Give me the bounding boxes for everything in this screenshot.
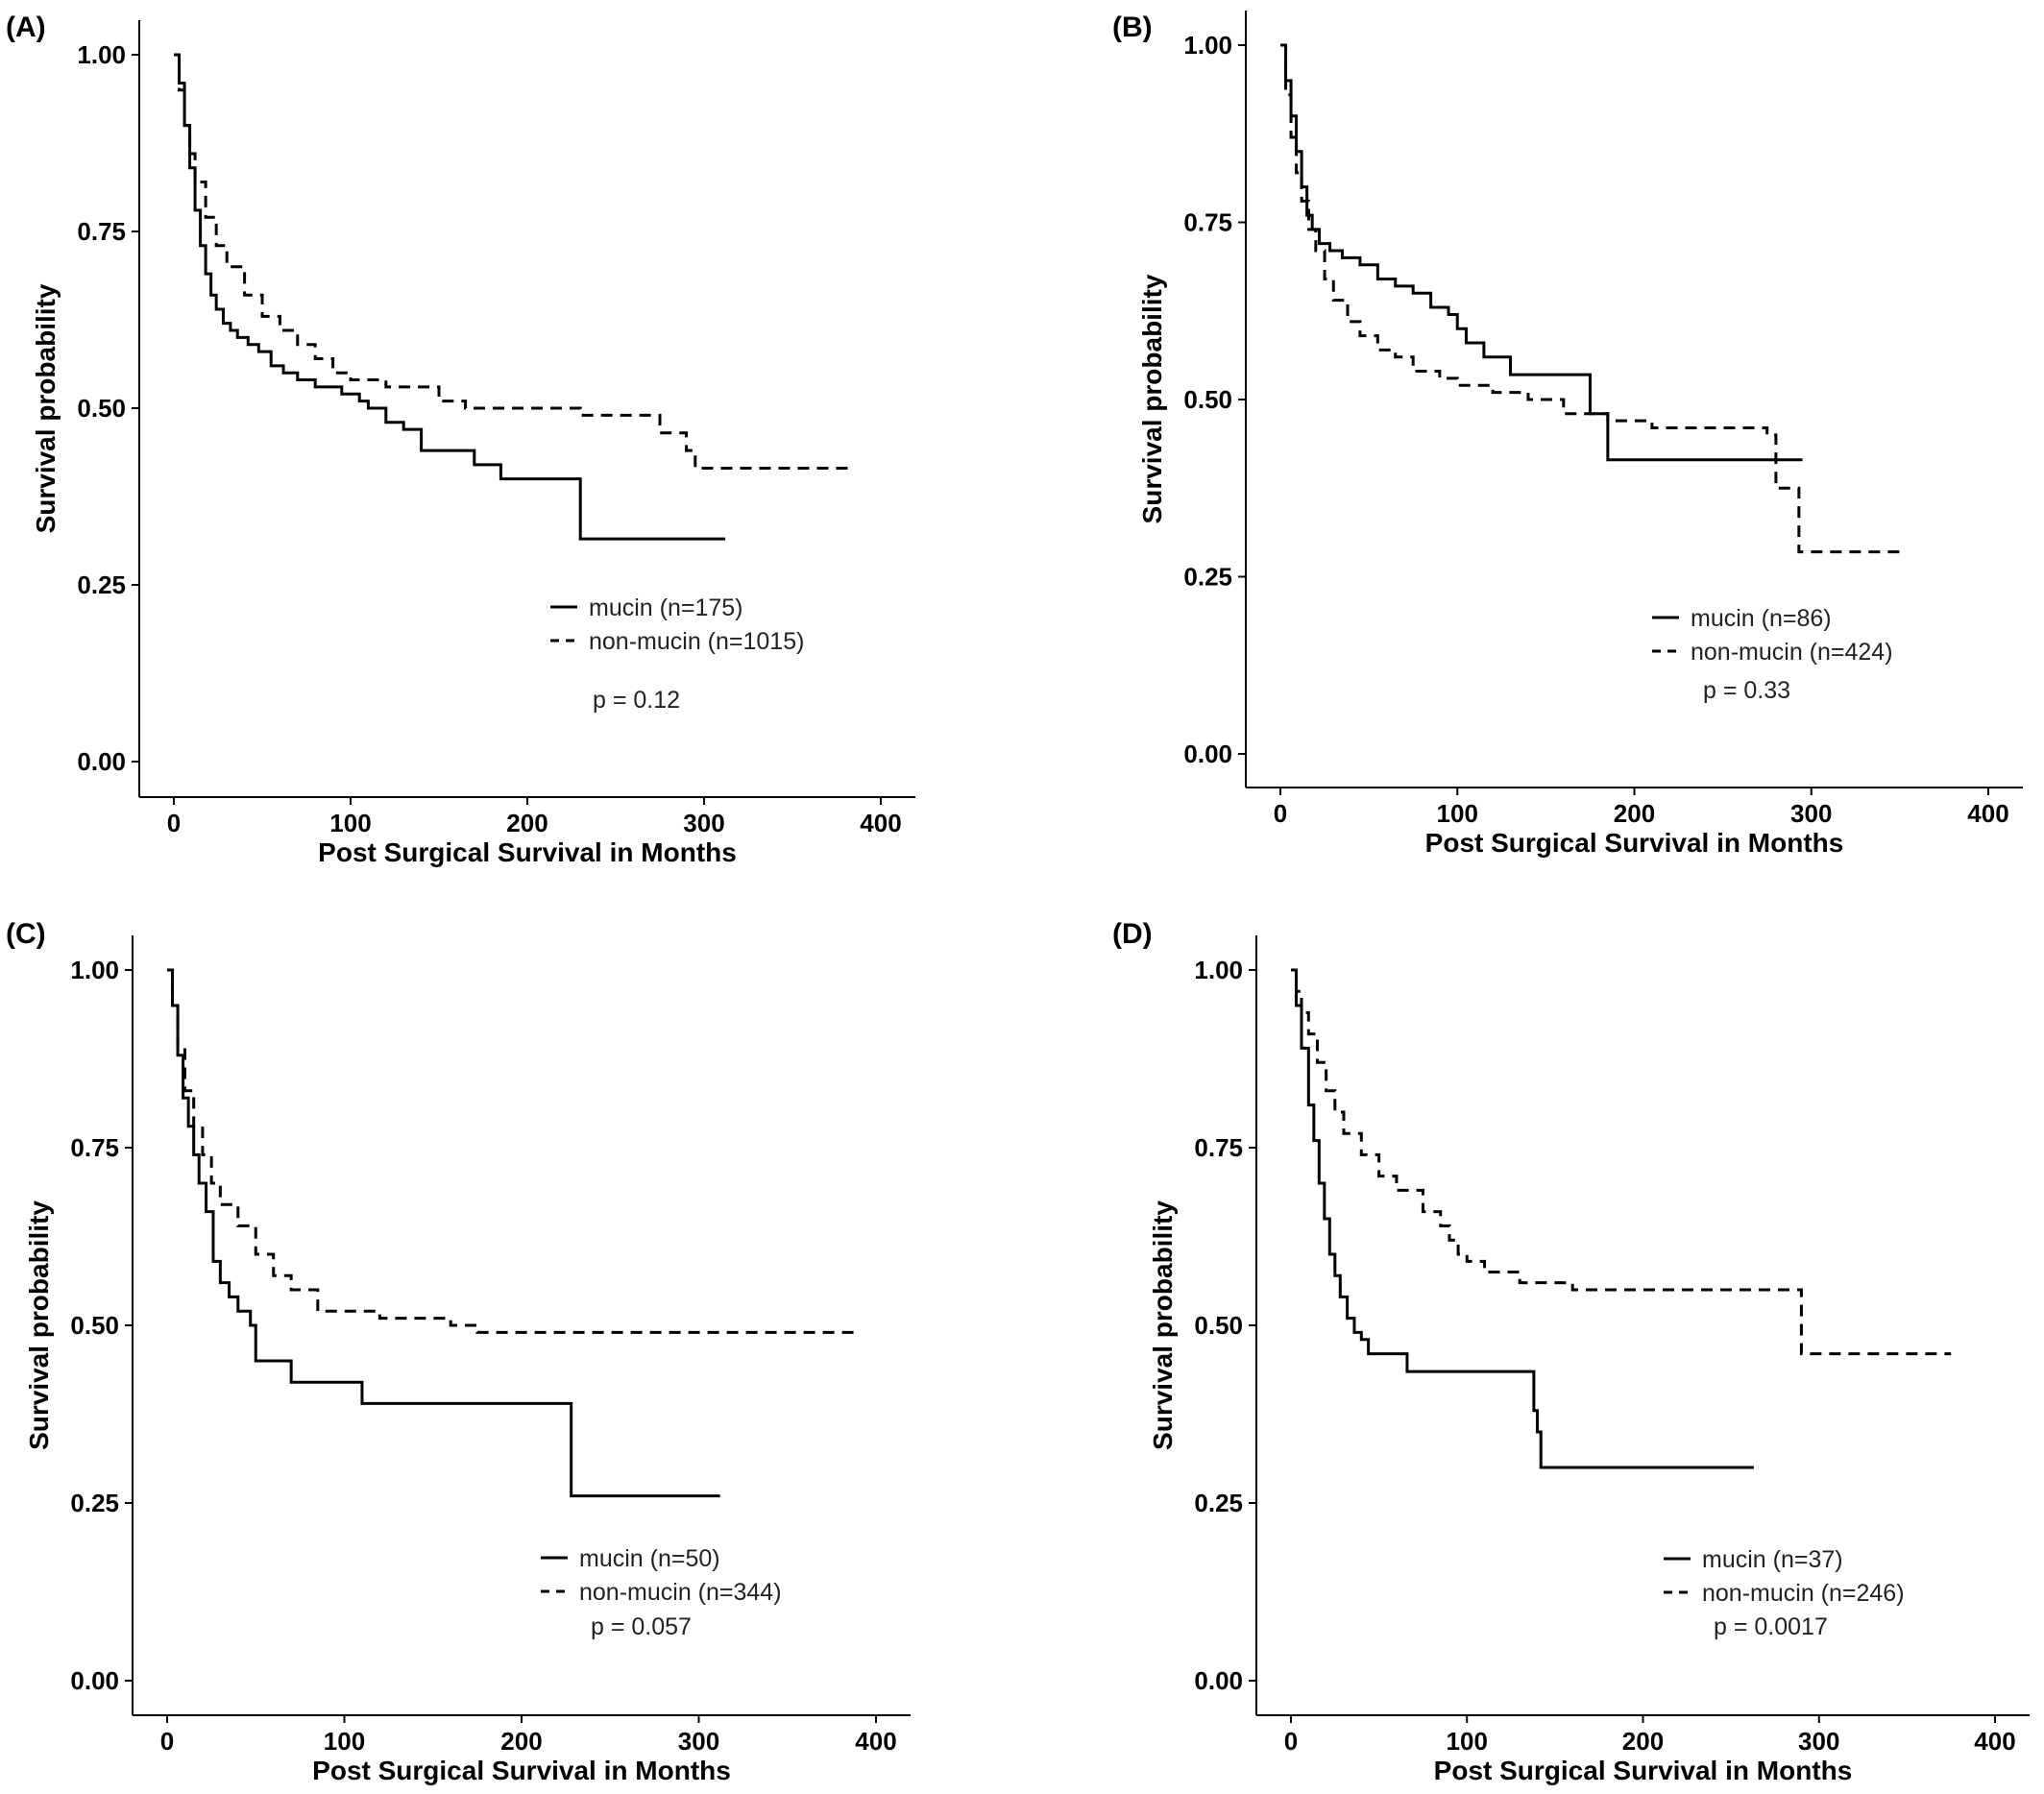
x-tick-label: 400	[1974, 1727, 2015, 1756]
y-axis-title: Survival probability	[1137, 274, 1167, 523]
km-panel-2: (B) 0 100 200 300 400 0.00 0.25 0.50 0.75 1.00 Post…	[1112, 11, 2023, 858]
panel-label: (A)	[6, 12, 46, 43]
y-tick-label: 1.00	[1194, 956, 1243, 984]
legend-label: non-mucin (n=344)	[579, 1579, 782, 1606]
non-mucin-curve	[174, 53, 855, 471]
legend-label: mucin (n=37)	[1702, 1546, 1843, 1573]
x-tick-label: 300	[1798, 1727, 1839, 1756]
y-tick-label: 0.00	[1194, 1666, 1243, 1695]
non-mucin-curve	[167, 968, 859, 1334]
panel-label: (D)	[1112, 918, 1153, 950]
x-tick-label: 100	[1447, 1727, 1488, 1756]
km-panel-3: (C) 0 100 200 300 400 0.00 0.25 0.50 0.75 1.00 Post…	[6, 918, 911, 1785]
x-axis-title: Post Surgical Survival in Months	[318, 837, 737, 867]
y-tick-label: 0.50	[1183, 385, 1232, 414]
y-axis-title: Survival probability	[24, 1200, 54, 1450]
y-tick-label: 0.00	[1183, 739, 1232, 768]
y-tick-label: 0.50	[77, 394, 126, 423]
y-tick-label: 1.00	[70, 956, 119, 984]
p-value-label: p = 0.33	[1703, 677, 1790, 704]
y-tick-label: 0.75	[70, 1133, 119, 1162]
x-axis-title: Post Surgical Survival in Months	[1434, 1756, 1853, 1785]
x-tick-label: 200	[500, 1727, 542, 1756]
non-mucin-curve	[1291, 968, 1952, 1356]
x-tick-label: 0	[167, 809, 181, 837]
y-tick-label: 0.75	[77, 217, 126, 246]
y-tick-label: 0.75	[1194, 1133, 1243, 1162]
y-axis-title: Survival probability	[31, 283, 61, 533]
y-tick-label: 0.00	[77, 747, 126, 776]
mucin-curve	[1291, 968, 1754, 1469]
x-tick-label: 400	[855, 1727, 896, 1756]
y-axis-title: Survival probability	[1148, 1200, 1178, 1450]
y-tick-label: 0.50	[1194, 1311, 1243, 1340]
p-value-label: p = 0.057	[591, 1613, 692, 1640]
y-tick-label: 0.25	[1183, 563, 1232, 592]
legend-label: non-mucin (n=246)	[1702, 1580, 1905, 1607]
x-axis-title: Post Surgical Survival in Months	[1425, 828, 1844, 858]
mucin-curve	[174, 53, 726, 541]
p-value-label: p = 0.0017	[1714, 1613, 1828, 1640]
x-tick-label: 0	[1274, 799, 1287, 828]
x-axis-title: Post Surgical Survival in Months	[312, 1756, 731, 1785]
x-tick-label: 200	[506, 809, 548, 837]
y-tick-label: 0.25	[1194, 1489, 1243, 1517]
x-tick-label: 200	[1622, 1727, 1664, 1756]
legend-label: mucin (n=175)	[589, 594, 743, 621]
y-tick-label: 1.00	[77, 40, 126, 69]
x-tick-label: 100	[1437, 799, 1478, 828]
km-panel-1: (A) 0 100 200 300 400 0.00 0.25 0.50 0.75 1.00 Post…	[6, 12, 915, 867]
y-tick-label: 0.00	[70, 1666, 119, 1695]
panel-label: (B)	[1112, 12, 1153, 43]
y-tick-label: 0.25	[70, 1489, 119, 1517]
mucin-curve	[167, 968, 720, 1498]
legend-label: non-mucin (n=1015)	[589, 628, 804, 655]
x-tick-label: 300	[1790, 799, 1832, 828]
x-tick-label: 0	[1284, 1727, 1298, 1756]
y-tick-label: 0.50	[70, 1311, 119, 1340]
km-panel-4: (D) 0 100 200 300 400 0.00 0.25 0.50 0.75 1.00 Post…	[1112, 918, 2030, 1785]
legend-label: mucin (n=50)	[579, 1545, 720, 1572]
x-tick-label: 400	[860, 809, 901, 837]
x-tick-label: 100	[324, 1727, 365, 1756]
x-tick-label: 300	[683, 809, 724, 837]
non-mucin-curve	[1280, 43, 1900, 554]
x-tick-label: 400	[1967, 799, 2008, 828]
x-tick-label: 100	[329, 809, 371, 837]
mucin-curve	[1280, 43, 1803, 462]
x-tick-label: 200	[1614, 799, 1655, 828]
y-tick-label: 0.75	[1183, 208, 1232, 237]
legend-label: mucin (n=86)	[1691, 605, 1832, 632]
panel-label: (C)	[6, 918, 46, 950]
y-tick-label: 1.00	[1183, 31, 1232, 60]
y-tick-label: 0.25	[77, 570, 126, 599]
x-tick-label: 0	[160, 1727, 174, 1756]
legend-label: non-mucin (n=424)	[1691, 639, 1893, 666]
p-value-label: p = 0.12	[593, 687, 680, 714]
x-tick-label: 300	[678, 1727, 719, 1756]
